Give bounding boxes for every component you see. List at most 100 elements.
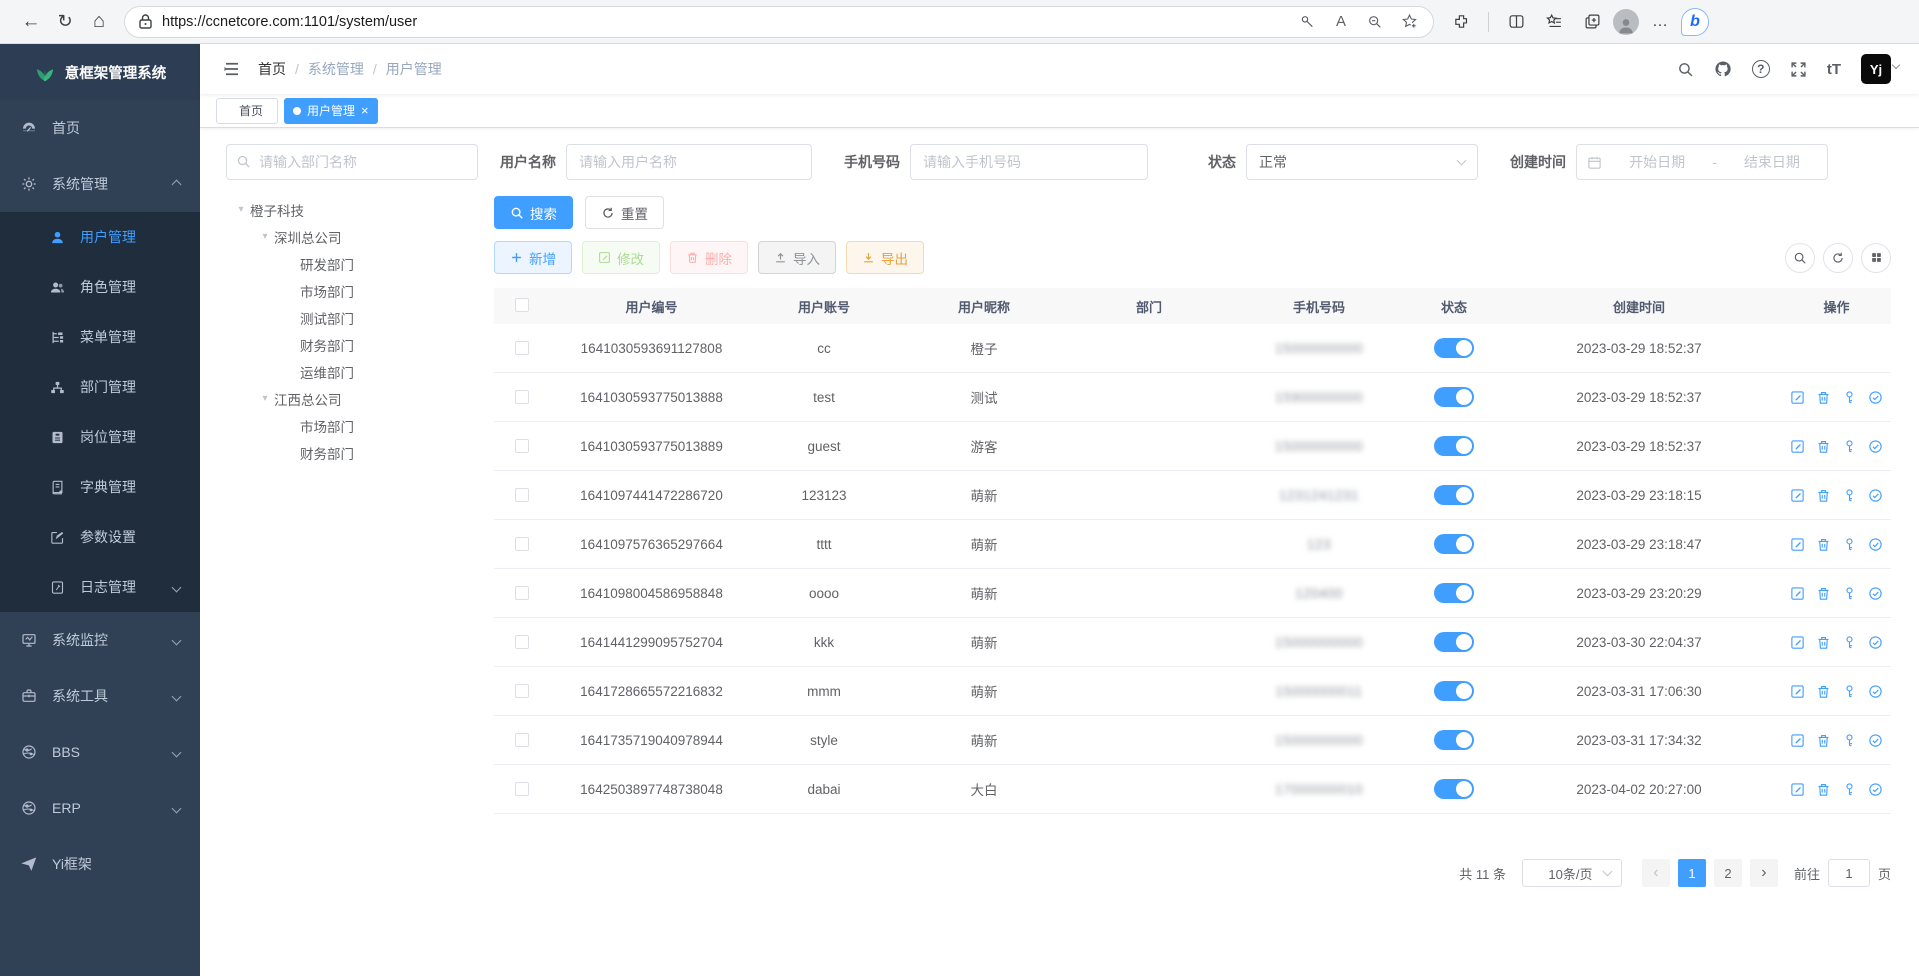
row-assign-role-icon[interactable]: [1868, 733, 1883, 748]
row-assign-role-icon[interactable]: [1868, 390, 1883, 405]
row-edit-icon[interactable]: [1790, 537, 1805, 552]
browser-menu-icon[interactable]: …: [1652, 12, 1668, 30]
sidebar-item-role-mgmt[interactable]: 角色管理: [0, 262, 200, 312]
tag-item[interactable]: 首页: [216, 97, 279, 124]
header-search-icon[interactable]: [1677, 61, 1694, 78]
sidebar-item-param-settings[interactable]: 参数设置: [0, 512, 200, 562]
row-edit-icon[interactable]: [1790, 488, 1805, 503]
show-search-toggle-icon[interactable]: [1785, 242, 1815, 273]
row-edit-icon[interactable]: [1790, 635, 1805, 650]
tree-node[interactable]: ▾ 橙子科技: [226, 196, 478, 223]
page-size-select[interactable]: 10条/页: [1521, 859, 1622, 887]
status-toggle[interactable]: [1434, 534, 1474, 554]
tree-caret-icon[interactable]: ▾: [262, 231, 268, 242]
status-toggle[interactable]: [1434, 583, 1474, 603]
tree-caret-icon[interactable]: ▾: [238, 204, 244, 215]
delete-button[interactable]: 删除: [670, 241, 748, 274]
status-toggle[interactable]: [1434, 632, 1474, 652]
username-input[interactable]: [566, 144, 812, 180]
prev-page-button[interactable]: ‹: [1641, 859, 1670, 887]
tree-caret-icon[interactable]: ▾: [262, 393, 268, 404]
sidebar-item-log-mgmt[interactable]: 日志管理: [0, 562, 200, 612]
sidebar-item-home[interactable]: 首页: [0, 100, 200, 156]
row-assign-role-icon[interactable]: [1868, 635, 1883, 650]
row-checkbox[interactable]: [514, 586, 529, 600]
tag-item[interactable]: 用户管理 ×: [284, 97, 378, 124]
row-checkbox[interactable]: [514, 488, 529, 502]
status-toggle[interactable]: [1434, 779, 1474, 799]
url-text[interactable]: https://ccnetcore.com:1101/system/user: [162, 13, 418, 30]
sidebar-item-post-mgmt[interactable]: 岗位管理: [0, 412, 200, 462]
row-delete-icon[interactable]: [1816, 439, 1831, 454]
row-reset-password-icon[interactable]: [1842, 635, 1857, 650]
tree-node[interactable]: 财务部门: [226, 439, 478, 466]
breadcrumb-home[interactable]: 首页: [258, 61, 286, 77]
edit-button[interactable]: 修改: [582, 241, 660, 274]
row-checkbox[interactable]: [514, 733, 529, 747]
column-settings-icon[interactable]: [1861, 242, 1891, 273]
row-delete-icon[interactable]: [1816, 733, 1831, 748]
password-key-icon[interactable]: [1293, 8, 1321, 36]
row-edit-icon[interactable]: [1790, 390, 1805, 405]
sidebar-item-system-tools[interactable]: 系统工具: [0, 668, 200, 724]
row-reset-password-icon[interactable]: [1842, 733, 1857, 748]
row-checkbox[interactable]: [514, 390, 529, 404]
row-delete-icon[interactable]: [1816, 586, 1831, 601]
browser-back-icon[interactable]: ←: [21, 10, 41, 32]
github-icon[interactable]: [1714, 60, 1732, 78]
row-reset-password-icon[interactable]: [1842, 586, 1857, 601]
status-select[interactable]: 正常: [1246, 144, 1478, 180]
address-bar[interactable]: https://ccnetcore.com:1101/system/user A: [124, 5, 1434, 38]
row-delete-icon[interactable]: [1816, 635, 1831, 650]
row-reset-password-icon[interactable]: [1842, 684, 1857, 699]
sidebar-item-system-monitor[interactable]: 系统监控: [0, 612, 200, 668]
row-assign-role-icon[interactable]: [1868, 586, 1883, 601]
tree-node[interactable]: 研发部门: [226, 250, 478, 277]
sidebar-collapse-icon[interactable]: [214, 51, 250, 87]
browser-home-icon[interactable]: ⌂: [92, 10, 106, 32]
phone-input[interactable]: [910, 144, 1148, 180]
copilot-icon[interactable]: b: [1681, 7, 1709, 36]
favorites-bar-icon[interactable]: [1537, 5, 1571, 39]
page-number-button[interactable]: 2: [1713, 859, 1742, 887]
row-checkbox[interactable]: [514, 684, 529, 698]
status-toggle[interactable]: [1434, 387, 1474, 407]
tag-close-icon[interactable]: ×: [361, 103, 369, 118]
zoom-out-icon[interactable]: [1361, 8, 1389, 36]
browser-profile-avatar[interactable]: [1613, 8, 1639, 35]
help-icon[interactable]: ?: [1751, 60, 1770, 78]
row-assign-role-icon[interactable]: [1868, 684, 1883, 699]
font-size-icon[interactable]: tT: [1826, 60, 1841, 78]
row-delete-icon[interactable]: [1816, 390, 1831, 405]
row-checkbox[interactable]: [514, 439, 529, 453]
row-delete-icon[interactable]: [1816, 537, 1831, 552]
row-checkbox[interactable]: [514, 782, 529, 796]
row-reset-password-icon[interactable]: [1842, 782, 1857, 797]
refresh-table-icon[interactable]: [1823, 242, 1853, 273]
goto-page-input[interactable]: [1827, 859, 1870, 887]
read-aloud-icon[interactable]: A: [1335, 13, 1346, 30]
reset-button[interactable]: 重置: [585, 196, 664, 229]
status-toggle[interactable]: [1434, 485, 1474, 505]
select-all-checkbox[interactable]: [514, 297, 529, 312]
sidebar-item-menu-mgmt[interactable]: 菜单管理: [0, 312, 200, 362]
search-button[interactable]: 搜索: [494, 196, 573, 229]
status-toggle[interactable]: [1434, 681, 1474, 701]
page-number-button[interactable]: 1: [1677, 859, 1706, 887]
extensions-icon[interactable]: [1444, 5, 1478, 39]
tree-node[interactable]: 运维部门: [226, 358, 478, 385]
row-edit-icon[interactable]: [1790, 586, 1805, 601]
sidebar-item-yi-framework[interactable]: Yi框架: [0, 836, 200, 892]
sidebar-item-bbs[interactable]: BBS: [0, 724, 200, 780]
tree-node[interactable]: 市场部门: [226, 277, 478, 304]
add-button[interactable]: 新增: [494, 241, 572, 274]
dept-search-input[interactable]: [226, 144, 478, 180]
import-button[interactable]: 导入: [758, 241, 836, 274]
tree-node[interactable]: ▾ 江西总公司: [226, 385, 478, 412]
date-range-picker[interactable]: 开始日期 - 结束日期: [1576, 144, 1828, 180]
row-edit-icon[interactable]: [1790, 733, 1805, 748]
row-reset-password-icon[interactable]: [1842, 537, 1857, 552]
collections-icon[interactable]: [1575, 5, 1609, 39]
row-checkbox[interactable]: [514, 537, 529, 551]
row-reset-password-icon[interactable]: [1842, 488, 1857, 503]
